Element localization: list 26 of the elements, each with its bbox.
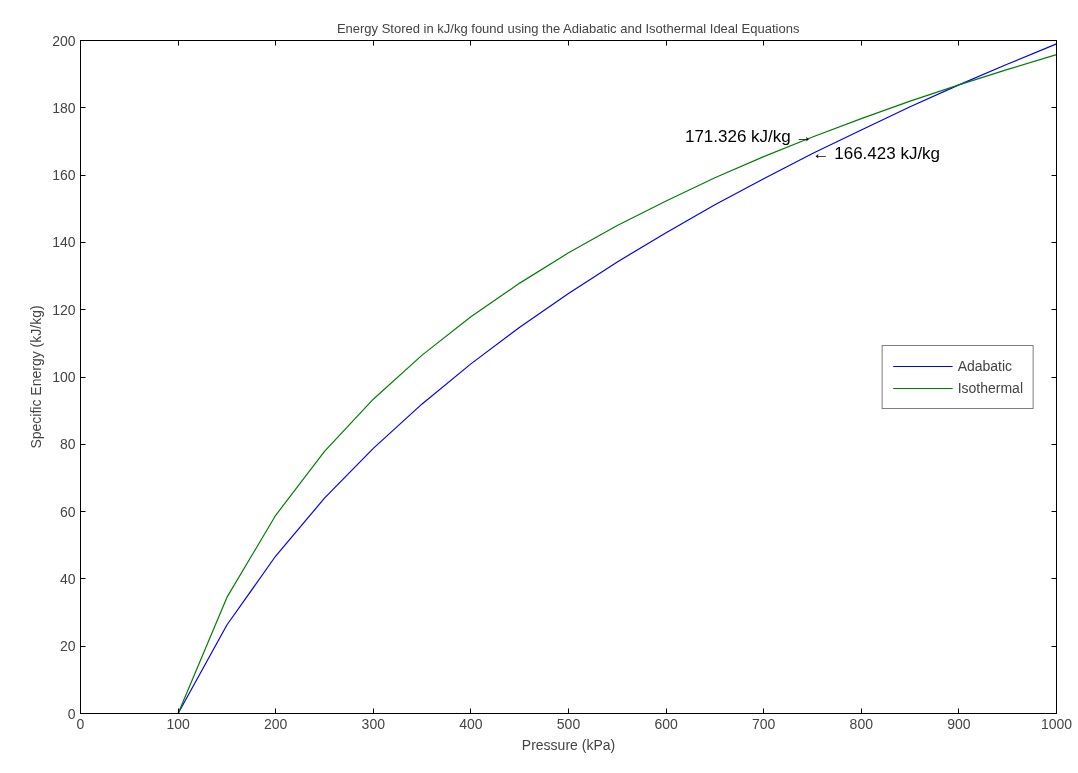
y-tick-label: 200 [52, 32, 76, 49]
y-tick-label: 140 [52, 234, 76, 251]
annotation: ← 166.423 kJ/kg [812, 143, 941, 163]
y-tick-label: 160 [52, 167, 76, 184]
x-axis-title: Pressure (kPa) [521, 736, 616, 753]
x-tick-label: 300 [361, 715, 386, 732]
legend-label: Adabatic [957, 357, 1013, 374]
y-tick-label: 60 [59, 503, 76, 520]
y-tick-label: 180 [52, 99, 76, 116]
x-tick-label: 100 [166, 715, 190, 732]
x-tick-label: 200 [264, 715, 288, 732]
y-tick-label: 120 [52, 301, 76, 318]
x-tick-label: 400 [459, 715, 483, 732]
y-axis-title: Specific Energy (kJ/kg) [28, 305, 45, 449]
y-tick-label: 100 [52, 369, 76, 385]
y-tick-label: 20 [59, 638, 76, 655]
chart-title: Energy Stored in kJ/kg found using the Adiabatic and Isothermal Ideal Equations [336, 20, 800, 36]
x-tick-label: 900 [947, 715, 971, 732]
y-tick-label: 40 [59, 570, 76, 587]
x-tick-label: 500 [556, 715, 581, 732]
x-tick-label: 600 [654, 715, 678, 732]
x-tick-label: 1000 [1040, 715, 1073, 732]
legend-label: Isothermal [957, 379, 1023, 396]
x-tick-label: 700 [752, 715, 776, 732]
y-tick-label: 80 [59, 436, 76, 453]
x-tick-label: 800 [849, 715, 874, 732]
